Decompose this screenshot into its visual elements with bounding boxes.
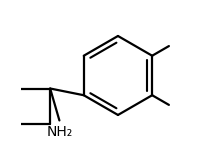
Text: NH₂: NH₂ <box>46 125 72 139</box>
